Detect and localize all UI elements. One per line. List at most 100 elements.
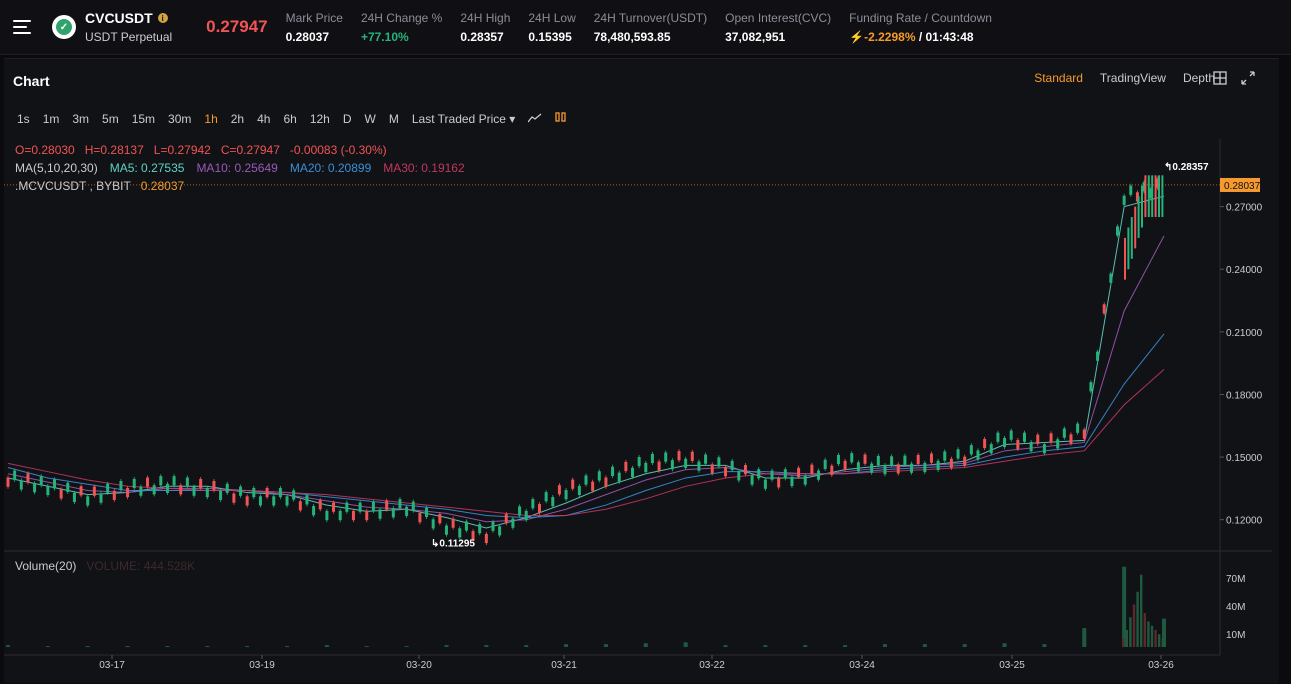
- view-tab-standard[interactable]: Standard: [1034, 71, 1083, 85]
- candle-body: [983, 438, 987, 449]
- candle-body: [896, 464, 900, 474]
- interval-1m[interactable]: 1m: [42, 111, 60, 126]
- line-chart-icon[interactable]: [527, 112, 542, 126]
- interval-12h[interactable]: 12h: [309, 111, 330, 126]
- stat-label: 24H Change %: [360, 10, 443, 25]
- cvc-coin-icon: ✓: [56, 19, 72, 35]
- candle-body: [670, 460, 674, 470]
- candle-body: [471, 531, 475, 541]
- candlestick-icon[interactable]: [555, 111, 567, 126]
- grid-layout-icon[interactable]: [1213, 71, 1227, 85]
- interval-M[interactable]: M: [388, 111, 399, 126]
- candle-body: [199, 478, 203, 489]
- volume-bar: [1140, 574, 1143, 647]
- volume-bar: [444, 645, 449, 647]
- ma-line-ma20: [7, 333, 1165, 519]
- candle-body: [591, 481, 595, 491]
- candle-body: [59, 489, 63, 499]
- stat-4: 24H Turnover(USDT) 78,480,593.85: [594, 11, 707, 44]
- candle-body: [657, 461, 661, 471]
- candle-body: [989, 444, 993, 454]
- candle-body: [252, 487, 256, 498]
- interval-5m[interactable]: 5m: [102, 111, 119, 126]
- volume-tick-label: 10M: [1226, 630, 1245, 641]
- right-scroll-area: [1282, 58, 1291, 683]
- candle-body: [1134, 206, 1137, 249]
- volume-bar: [205, 646, 210, 648]
- candle-body: [883, 465, 887, 475]
- candle-body: [710, 464, 714, 474]
- info-icon[interactable]: i: [157, 13, 168, 23]
- volume-bar: [1082, 628, 1087, 647]
- candle-body: [1127, 227, 1130, 270]
- candle-body: [1142, 182, 1146, 192]
- interval-4h[interactable]: 4h: [257, 111, 271, 126]
- candle-body: [146, 477, 150, 487]
- index-value: 0.28037: [140, 179, 185, 193]
- volume-bar: [1158, 634, 1161, 647]
- interval-1s[interactable]: 1s: [17, 111, 30, 126]
- candle-body: [1102, 304, 1106, 314]
- x-tick-label: 03-21: [551, 660, 577, 671]
- stat-label: Mark Price: [285, 10, 343, 25]
- ohlc-low: L=0.27942: [153, 143, 211, 157]
- view-tab-depth[interactable]: Depth: [1182, 71, 1215, 85]
- candle-body: [405, 506, 409, 516]
- stat-2: 24H High 0.28357: [460, 11, 510, 44]
- interval-2h[interactable]: 2h: [230, 111, 245, 126]
- candle-body: [431, 519, 435, 529]
- stat-label: Open Interest(CVC): [725, 10, 832, 25]
- volume-bar: [564, 644, 569, 647]
- ma-label: MA(5,10,20,30): [15, 161, 98, 175]
- x-tick-label: 03-25: [999, 660, 1025, 671]
- symbol-selector[interactable]: CVCUSDT i USDT Perpetual: [85, 10, 172, 44]
- interval-W[interactable]: W: [364, 111, 376, 126]
- fullscreen-icon[interactable]: [1241, 71, 1255, 85]
- candle-body: [351, 510, 355, 521]
- ma20-value: MA20: 0.20899: [289, 161, 372, 175]
- menu-button[interactable]: [0, 0, 44, 55]
- candle-body: [1130, 217, 1133, 259]
- candle-body: [132, 478, 136, 489]
- interval-1h[interactable]: 1h: [204, 111, 218, 126]
- candle-body: [13, 470, 17, 480]
- candle-body: [332, 502, 336, 512]
- view-tab-tradingview[interactable]: TradingView: [1099, 71, 1166, 85]
- candle-body: [697, 461, 701, 471]
- ma-line-ma5: [7, 195, 1165, 529]
- candle-body: [817, 470, 821, 480]
- candle-body: [929, 453, 933, 463]
- candle-body: [451, 518, 455, 528]
- price-type-dropdown[interactable]: Last Traded Price ▾: [411, 111, 516, 126]
- volume-bar: [524, 645, 529, 647]
- candle-body: [285, 496, 289, 506]
- candle-body: [1158, 175, 1160, 218]
- candle-body: [830, 465, 834, 475]
- candle-body: [531, 499, 535, 509]
- candle-body: [126, 487, 130, 498]
- y-tick-label: 0.18000: [1226, 390, 1263, 401]
- stat-value: 0.15395: [528, 29, 572, 44]
- volume-bar: [1132, 604, 1136, 647]
- interval-30m[interactable]: 30m: [168, 111, 192, 126]
- candle-body: [757, 469, 761, 479]
- candle-body: [1144, 175, 1147, 218]
- candle-body: [1056, 439, 1060, 449]
- candle-body: [803, 475, 807, 485]
- candle-body: [265, 487, 269, 498]
- ma5-value: MA5: 0.27535: [109, 161, 185, 175]
- candle-body: [996, 432, 1000, 442]
- ma10-value: MA10: 0.25649: [196, 161, 278, 175]
- candle-body: [743, 465, 747, 475]
- interval-3m[interactable]: 3m: [72, 111, 90, 126]
- y-tick-label: 0.24000: [1226, 265, 1263, 276]
- candle-body: [1149, 188, 1153, 198]
- candle-body: [976, 450, 980, 460]
- interval-6h[interactable]: 6h: [283, 111, 297, 126]
- volume-legend: Volume(20) VOLUME: 444.528K: [15, 559, 195, 573]
- candle-body: [890, 456, 894, 466]
- interval-15m[interactable]: 15m: [131, 111, 156, 126]
- candle-body: [278, 487, 282, 498]
- interval-D[interactable]: D: [342, 111, 352, 126]
- volume-bar: [1125, 630, 1128, 647]
